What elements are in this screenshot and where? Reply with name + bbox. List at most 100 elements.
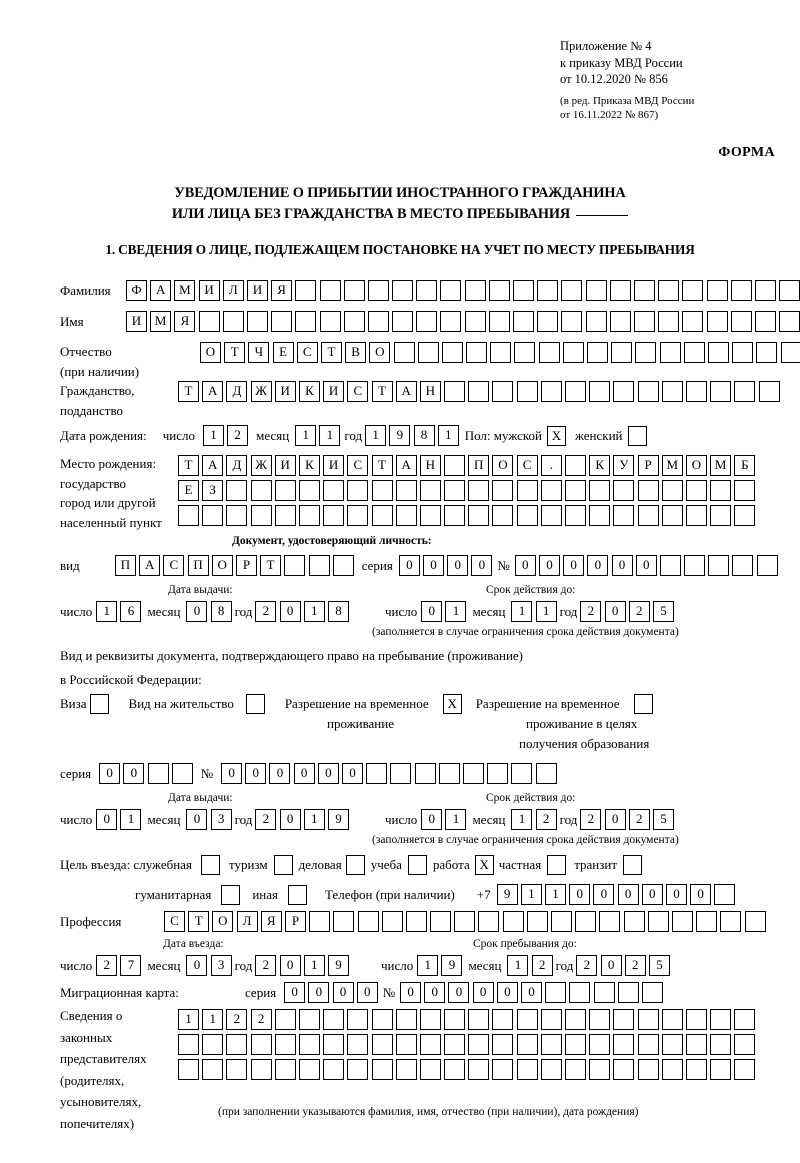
char-cell[interactable]: [298, 480, 320, 501]
char-cell[interactable]: [565, 1009, 586, 1030]
char-cell[interactable]: 0: [308, 982, 330, 1003]
residence-permit-checkbox[interactable]: [245, 694, 265, 714]
char-cell[interactable]: 2: [628, 809, 650, 830]
purpose-study-checkbox[interactable]: [407, 855, 427, 875]
char-cell[interactable]: 1: [202, 425, 224, 446]
char-cell[interactable]: [661, 381, 683, 402]
char-cell[interactable]: 0: [665, 884, 687, 905]
char-cell[interactable]: Т: [371, 381, 393, 402]
char-cell[interactable]: Е: [272, 342, 294, 363]
char-cell[interactable]: [585, 311, 607, 332]
char-cell[interactable]: [540, 1009, 562, 1030]
char-cell[interactable]: [419, 505, 441, 526]
char-cell[interactable]: [468, 381, 490, 402]
char-cell[interactable]: [537, 280, 559, 301]
char-cell[interactable]: [609, 280, 631, 301]
char-cell[interactable]: 9: [496, 884, 518, 905]
char-cell[interactable]: [540, 1034, 562, 1055]
char-cell[interactable]: [589, 381, 611, 402]
char-cell[interactable]: [758, 381, 780, 402]
char-cell[interactable]: [392, 280, 414, 301]
legal-rep-cells-2[interactable]: [178, 1034, 756, 1055]
char-cell[interactable]: 2: [227, 425, 249, 446]
purpose-other-checkbox[interactable]: [287, 884, 307, 905]
char-cell[interactable]: [178, 1059, 199, 1080]
char-cell[interactable]: [637, 381, 659, 402]
char-cell[interactable]: [659, 342, 681, 363]
char-cell[interactable]: [516, 381, 538, 402]
char-cell[interactable]: И: [246, 280, 268, 301]
char-cell[interactable]: [464, 311, 486, 332]
char-cell[interactable]: А: [202, 381, 224, 402]
char-cell[interactable]: [779, 280, 800, 301]
char-cell[interactable]: О: [200, 342, 221, 363]
char-cell[interactable]: [250, 1034, 272, 1055]
char-cell[interactable]: [685, 505, 707, 526]
char-cell[interactable]: [178, 1034, 199, 1055]
char-cell[interactable]: [367, 280, 389, 301]
char-cell[interactable]: [366, 763, 388, 784]
char-cell[interactable]: 1: [437, 425, 459, 446]
char-cell[interactable]: [671, 911, 693, 932]
char-cell[interactable]: А: [139, 555, 161, 576]
char-cell[interactable]: [468, 1009, 490, 1030]
temp-residence-checkbox[interactable]: X: [442, 694, 462, 714]
char-cell[interactable]: [611, 342, 633, 363]
char-cell[interactable]: [585, 280, 607, 301]
char-cell[interactable]: [492, 1009, 514, 1030]
char-cell[interactable]: [720, 911, 742, 932]
char-cell[interactable]: [589, 1059, 611, 1080]
char-cell[interactable]: [613, 1059, 635, 1080]
char-cell[interactable]: С: [347, 455, 369, 476]
char-cell[interactable]: [623, 911, 645, 932]
char-cell[interactable]: 0: [472, 982, 494, 1003]
char-cell[interactable]: Д: [226, 455, 248, 476]
char-cell[interactable]: 8: [413, 425, 435, 446]
visa-checkbox[interactable]: [89, 694, 109, 714]
char-cell[interactable]: [569, 982, 591, 1003]
char-cell[interactable]: С: [296, 342, 318, 363]
char-cell[interactable]: [198, 311, 220, 332]
char-cell[interactable]: И: [198, 280, 220, 301]
char-cell[interactable]: 0: [269, 763, 291, 784]
char-cell[interactable]: [561, 280, 583, 301]
char-cell[interactable]: [250, 1059, 272, 1080]
char-cell[interactable]: [617, 982, 639, 1003]
char-cell[interactable]: [754, 280, 776, 301]
char-cell[interactable]: 2: [628, 601, 650, 622]
char-cell[interactable]: [707, 342, 729, 363]
char-cell[interactable]: 0: [279, 601, 301, 622]
char-cell[interactable]: [682, 311, 704, 332]
char-cell[interactable]: [147, 763, 169, 784]
char-cell[interactable]: [561, 311, 583, 332]
char-cell[interactable]: 0: [421, 601, 443, 622]
char-cell[interactable]: 0: [569, 884, 591, 905]
char-cell[interactable]: [274, 505, 296, 526]
char-cell[interactable]: [202, 1059, 224, 1080]
sex-female-checkbox[interactable]: [627, 425, 647, 446]
char-cell[interactable]: [419, 1009, 441, 1030]
char-cell[interactable]: [487, 763, 509, 784]
char-cell[interactable]: [708, 555, 730, 576]
char-cell[interactable]: О: [685, 455, 707, 476]
char-cell[interactable]: [343, 311, 365, 332]
char-cell[interactable]: 1: [535, 601, 557, 622]
char-cell[interactable]: С: [347, 381, 369, 402]
char-cell[interactable]: 1: [178, 1009, 199, 1030]
char-cell[interactable]: [462, 763, 484, 784]
char-cell[interactable]: [593, 982, 615, 1003]
char-cell[interactable]: [438, 763, 460, 784]
char-cell[interactable]: 0: [245, 763, 267, 784]
char-cell[interactable]: Б: [734, 455, 756, 476]
char-cell[interactable]: [575, 911, 597, 932]
char-cell[interactable]: Л: [236, 911, 258, 932]
